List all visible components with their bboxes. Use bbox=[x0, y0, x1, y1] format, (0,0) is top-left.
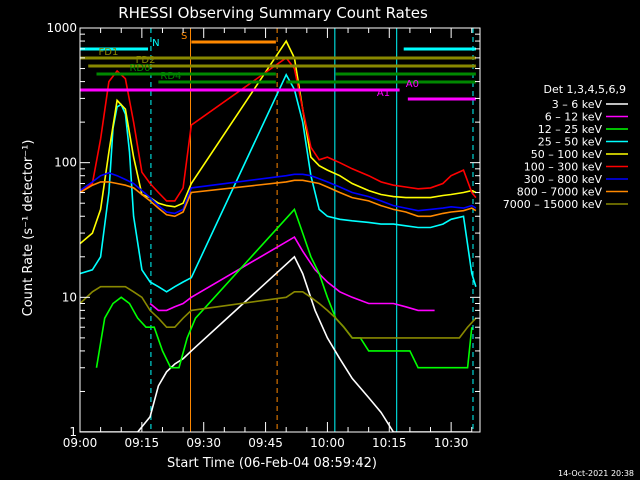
series-line-3 bbox=[95, 207, 473, 369]
x-axis-label: Start Time (06-Feb-04 08:59:42) bbox=[167, 456, 377, 471]
legend-title: Det 1,3,4,5,6,9 bbox=[543, 83, 626, 96]
x-tick-label: 09:00 bbox=[63, 436, 98, 450]
state-bar-label: FD1 bbox=[99, 47, 119, 58]
series-line-9 bbox=[80, 285, 477, 339]
legend-label: 3 – 6 keV bbox=[552, 98, 603, 111]
series-line-2 bbox=[149, 236, 435, 312]
timestamp: 14-Oct-2021 20:38 bbox=[558, 469, 634, 478]
x-tick-label: 10:30 bbox=[434, 436, 469, 450]
series-line-7 bbox=[80, 172, 477, 215]
legend-label: 25 – 50 keV bbox=[538, 136, 603, 149]
chart-title: RHESSI Observing Summary Count Rates bbox=[118, 4, 428, 22]
series-line-1 bbox=[80, 255, 472, 432]
series-line-8 bbox=[80, 179, 477, 218]
x-tick-label: 09:30 bbox=[186, 436, 221, 450]
legend-label: 6 – 12 keV bbox=[545, 111, 603, 124]
state-bar-label: A1 bbox=[377, 88, 390, 99]
y-tick-label: 10 bbox=[62, 290, 77, 304]
state-bar-label: N bbox=[152, 38, 159, 49]
legend-label: 50 – 100 keV bbox=[531, 148, 603, 161]
y-tick-label: 1000 bbox=[46, 21, 77, 35]
legend-label: 12 – 25 keV bbox=[538, 123, 603, 136]
legend-label: 7000 – 15000 keV bbox=[503, 198, 603, 211]
legend-label: 300 – 800 keV bbox=[524, 173, 603, 186]
series-line-6 bbox=[80, 56, 477, 202]
legend-label: 100 – 300 keV bbox=[524, 161, 603, 174]
x-tick-label: 10:15 bbox=[372, 436, 407, 450]
y-tick-label: 100 bbox=[54, 156, 77, 170]
state-bar-label: RD4 bbox=[160, 71, 181, 82]
state-bar-label: A0 bbox=[406, 79, 419, 90]
y-tick-label: 1 bbox=[69, 425, 77, 439]
legend-label: 800 – 7000 keV bbox=[517, 186, 603, 199]
x-tick-label: 09:15 bbox=[125, 436, 160, 450]
axes-frame bbox=[79, 27, 481, 433]
state-bar-label: S bbox=[181, 31, 187, 42]
x-tick-label: 10:00 bbox=[310, 436, 345, 450]
state-bar-label: FD2 bbox=[136, 55, 156, 66]
state-bar-label: RD0 bbox=[129, 63, 150, 74]
y-axis-label: Count Rate (s⁻¹ detector⁻¹) bbox=[21, 140, 36, 317]
x-tick-label: 09:45 bbox=[248, 436, 283, 450]
